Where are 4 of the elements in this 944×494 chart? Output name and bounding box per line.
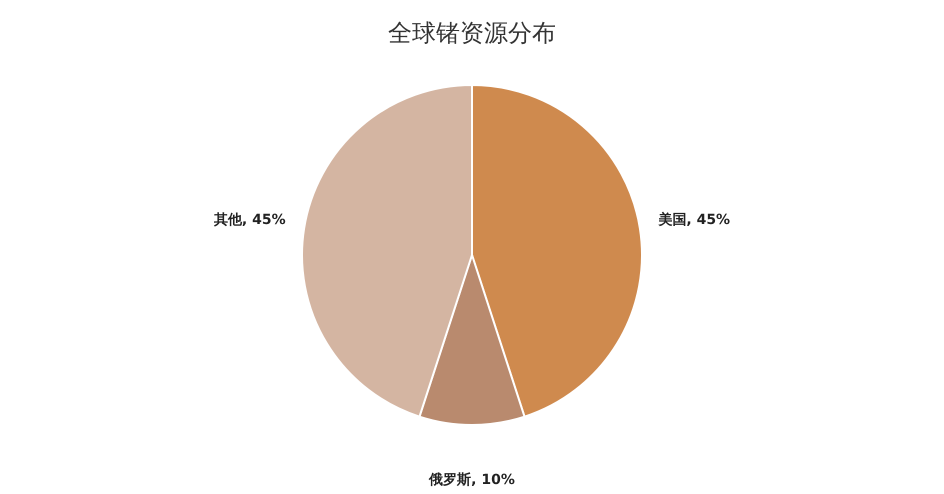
- slice-label: 其他, 45%: [212, 212, 286, 228]
- slice-label: 俄罗斯, 10%: [428, 472, 515, 488]
- chart-title: 全球锗资源分布: [388, 19, 556, 47]
- slice-label: 美国, 45%: [657, 210, 730, 228]
